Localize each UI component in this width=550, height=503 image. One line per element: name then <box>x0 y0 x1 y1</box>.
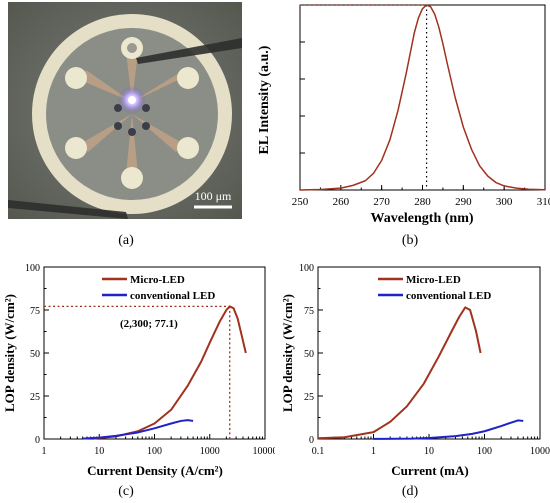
x-tick-label: 1 <box>371 446 376 457</box>
legend-label-conventional-led: conventional LED <box>406 290 491 302</box>
x-tick-label: 250 <box>292 196 309 208</box>
plot-series <box>317 306 524 440</box>
x-axis-label: Current (mA) <box>391 463 468 478</box>
y-tick-label: 100 <box>25 263 40 274</box>
legend: Micro-LED conventional LED <box>102 274 215 302</box>
y-tick-label: 100 <box>299 263 314 274</box>
y-tick-label: 75 <box>304 306 314 317</box>
y-axis-label: LOP density (W/cm²) <box>280 294 295 412</box>
x-axis-label: Wavelength (nm) <box>370 211 473 226</box>
x-tick-label: 10 <box>94 446 104 457</box>
caption-b: (b) <box>401 233 419 248</box>
caption-d: (d) <box>401 484 419 499</box>
probe-needle-top <box>136 38 242 64</box>
legend-label-micro-led: Micro-LED <box>130 274 185 286</box>
x-tick-label: 270 <box>373 196 390 208</box>
legend-label-conventional-led: conventional LED <box>130 290 215 302</box>
el-spectrum-chart: 250 260 270 280 290 300 310 Wavelength (nm) EL… <box>257 4 550 226</box>
plot-frame <box>299 4 546 191</box>
x-tick-label: 100 <box>147 446 162 457</box>
x-tick-label: 0.1 <box>312 446 325 457</box>
series-line-1 <box>373 419 524 440</box>
x-tick-label: 300 <box>496 196 513 208</box>
series-line-0 <box>299 4 546 191</box>
plot-series <box>44 305 247 440</box>
micrograph-panel: 100 μm <box>8 2 242 219</box>
y-tick-label: 25 <box>304 392 314 403</box>
series-line-1 <box>82 419 194 440</box>
x-tick-label: 1 <box>42 446 47 457</box>
caption-a: (a) <box>118 233 134 248</box>
probe-contact <box>127 43 137 53</box>
y-tick-label: 0 <box>309 435 314 446</box>
x-tick-label: 10 <box>424 446 434 457</box>
x-tick-label: 10000 <box>253 446 276 457</box>
series-line-0 <box>93 305 247 440</box>
y-tick-label: 25 <box>30 392 40 403</box>
legend-label-micro-led: Micro-LED <box>406 274 461 286</box>
x-axis-label: Current Density (A/cm²) <box>87 463 223 478</box>
scale-bar-label: 100 μm <box>195 189 232 203</box>
x-tick-label: 310 <box>537 196 550 208</box>
x-tick-label: 280 <box>414 196 431 208</box>
micrograph-image: 100 μm <box>8 2 242 219</box>
x-tick-label: 1000 <box>530 446 550 457</box>
axis-ticks: 250 260 270 280 290 300 310 <box>292 41 550 208</box>
y-tick-label: 0 <box>35 435 40 446</box>
y-tick-label: 50 <box>304 349 314 360</box>
x-tick-label: 100 <box>477 446 492 457</box>
caption-c: (c) <box>118 484 134 499</box>
emission-spot <box>128 96 136 104</box>
x-tick-label: 260 <box>333 196 350 208</box>
plot-series <box>299 4 546 191</box>
probe-needle-bottom <box>8 200 128 219</box>
y-axis-label: EL Intensity (a.u.) <box>257 45 272 154</box>
axis-ticks: 1 10 100 1000 10000 0 25 50 75 100 <box>25 263 275 457</box>
y-tick-label: 50 <box>30 349 40 360</box>
lop-vs-current-chart: 0.1 1 10 100 1000 0 25 50 75 100 Micro-LED conven… <box>280 263 550 478</box>
x-tick-label: 290 <box>455 196 472 208</box>
legend: Micro-LED conventional LED <box>378 274 491 302</box>
axis-ticks: 0.1 1 10 100 1000 0 25 50 75 100 <box>299 263 550 457</box>
lop-vs-current-density-chart: 1 10 100 1000 10000 0 25 50 75 100 Micro-LED conv… <box>2 263 275 478</box>
series-line-0 <box>317 306 482 440</box>
y-axis-label: LOP density (W/cm²) <box>2 294 17 412</box>
y-tick-label: 75 <box>30 306 40 317</box>
x-tick-label: 1000 <box>200 446 220 457</box>
peak-annotation: (2,300; 77.1) <box>120 318 178 330</box>
